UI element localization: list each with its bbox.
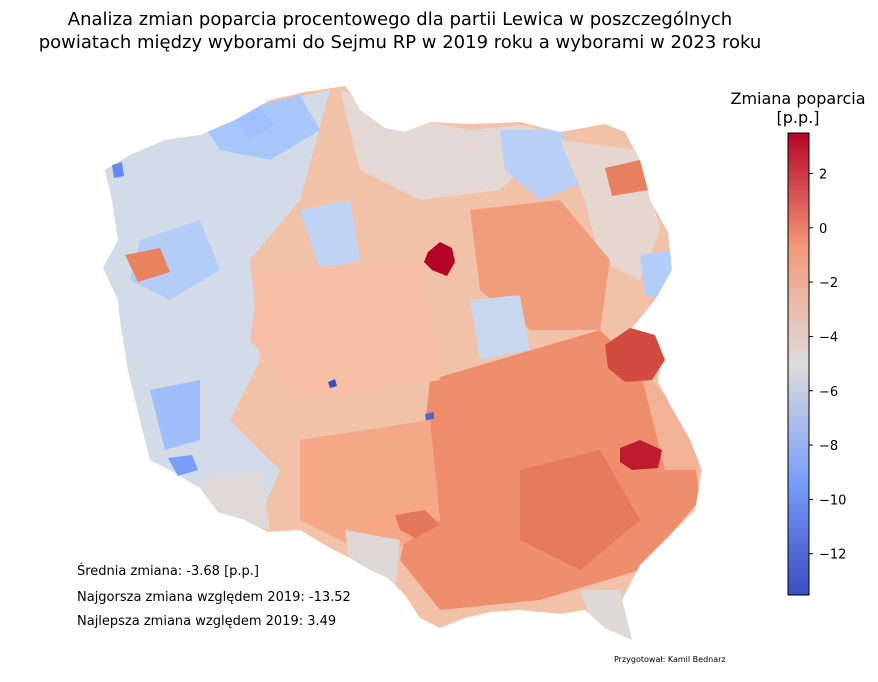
powiat-biala-podlaska [605, 328, 665, 382]
colorbar-title-line-1: Zmiana poparcia [730, 89, 866, 108]
best-change-text: Najlepsza zmiana względem 2019: 3.49 [77, 614, 337, 629]
region-central-blue [470, 295, 530, 360]
colorbar-gradient [787, 132, 810, 596]
title-line-2: powiatach między wyborami do Sejmu RP w … [38, 32, 762, 53]
region-west-blue-4 [300, 200, 360, 270]
region-lublin-salmon [640, 370, 700, 470]
region-west-blue-3 [150, 380, 200, 450]
region-lubuskie-orange [125, 248, 170, 282]
powiat-coast-blue [112, 162, 124, 178]
powiat-dark-blue-2 [425, 412, 434, 420]
powiat-minimum-blue [328, 379, 337, 388]
colorbar-tick-label: −4 [819, 330, 838, 345]
colorbar-ticks: 2 0 −2 −4 −6 −8 −10 −12 [809, 167, 846, 563]
powiat-walbrzych-blue [168, 455, 198, 476]
poland-map [103, 86, 702, 640]
region-southwest-neutral [200, 470, 270, 530]
colorbar: 2 0 −2 −4 −6 −8 −10 −12 [787, 132, 846, 596]
region-south-neutral [580, 590, 635, 640]
credit-text: Przygotował: Kamil Bednarz [614, 655, 726, 664]
region-west-blue-2 [130, 220, 220, 300]
colorbar-tick-label: −12 [819, 548, 846, 563]
powiat-krakow-orange [395, 510, 440, 538]
colorbar-tick-label: −6 [819, 385, 838, 400]
mean-change-text: Średnia zmiana: -3.68 [p.p.] [77, 564, 259, 579]
region-silesia-neutral [345, 530, 400, 590]
colorbar-tick-label: −2 [819, 276, 838, 291]
region-podlaskie-blue [640, 250, 672, 300]
chart-title: Analiza zmian poparcia procentowego dla … [0, 8, 800, 54]
powiat-coast-light [235, 108, 275, 140]
region-se-darker [520, 450, 640, 570]
colorbar-tick-label: 0 [819, 222, 827, 237]
colorbar-title-line-2: [p.p.] [776, 108, 820, 127]
powiat-suwalki-orange [605, 160, 648, 196]
powiat-plock-max [424, 242, 455, 276]
title-line-1: Analiza zmian poparcia procentowego dla … [67, 9, 733, 30]
region-centre-salmon [250, 260, 440, 400]
powiat-chelm [620, 440, 662, 470]
colorbar-tick-label: −8 [819, 439, 838, 454]
region-west [103, 90, 330, 540]
region-fills [103, 90, 700, 640]
colorbar-title: Zmiana poparcia [p.p.] [718, 89, 878, 127]
colorbar-tick-label: −10 [819, 493, 846, 508]
worst-change-text: Najgorsza zmiana względem 2019: -13.52 [77, 590, 351, 605]
colorbar-tick-label: 2 [819, 167, 827, 182]
